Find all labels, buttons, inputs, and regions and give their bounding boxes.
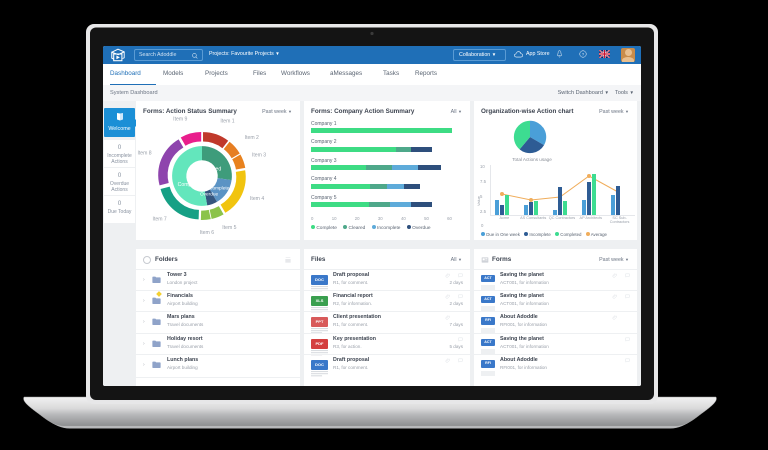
svg-text:Complete: Complete xyxy=(178,182,200,188)
svg-text:?: ? xyxy=(582,51,585,56)
svg-text:Item 3: Item 3 xyxy=(252,152,266,158)
svg-text:Item 6: Item 6 xyxy=(200,229,214,235)
svg-text:Item 9: Item 9 xyxy=(173,116,187,122)
svg-text:Incomplete: Incomplete xyxy=(206,185,229,191)
svg-text:Item 8: Item 8 xyxy=(137,150,151,156)
svg-text:Item 5: Item 5 xyxy=(222,224,236,230)
svg-text:Item 1: Item 1 xyxy=(220,118,234,124)
svg-text:Overdue: Overdue xyxy=(200,191,218,197)
svg-text:Item 2: Item 2 xyxy=(245,134,259,140)
svg-text:Cleared: Cleared xyxy=(203,166,221,172)
svg-text:Item 4: Item 4 xyxy=(250,196,264,202)
svg-text:Item 7: Item 7 xyxy=(153,216,167,222)
